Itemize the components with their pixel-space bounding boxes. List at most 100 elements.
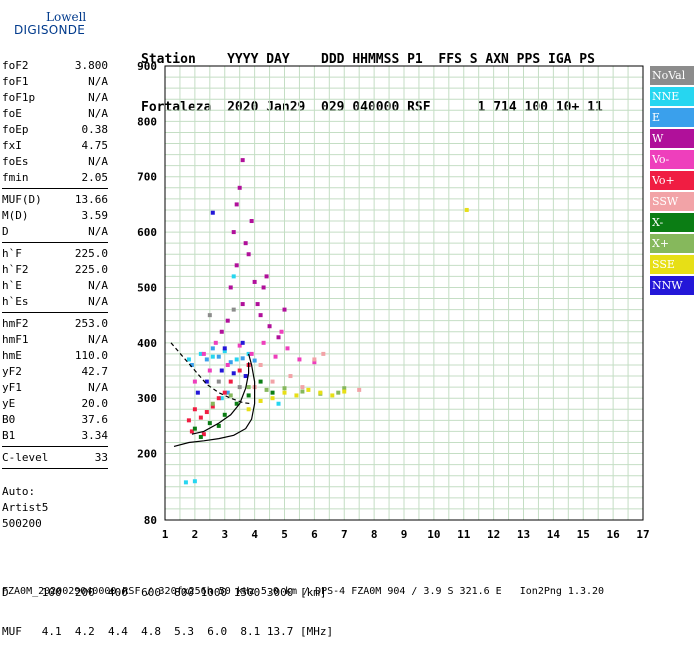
param-value: 20.0 [81, 397, 109, 410]
data-point [270, 390, 275, 395]
legend-item: SSE [650, 255, 694, 274]
data-point [186, 418, 191, 423]
param-label: D [2, 225, 9, 238]
data-point [258, 362, 263, 367]
x-tick-label: 3 [221, 528, 228, 541]
data-point [219, 396, 224, 401]
auto-label: Auto: [2, 485, 36, 498]
param-label: C-level [2, 451, 49, 464]
auto-version: 500200 [2, 517, 42, 530]
plot-border [164, 65, 644, 521]
data-point [255, 302, 260, 307]
data-point [234, 401, 239, 406]
chart-marks [183, 158, 469, 485]
data-point [231, 274, 236, 279]
data-point [225, 362, 230, 367]
data-point [183, 480, 188, 485]
data-point [213, 340, 218, 345]
data-point [210, 401, 215, 406]
param-label: MUF(D) [2, 193, 42, 206]
param-row: MUF(D) 13.66 [2, 192, 108, 208]
x-tick-label: 10 [427, 528, 440, 541]
profile-curve [191, 362, 250, 435]
data-point [261, 340, 266, 345]
data-point [231, 371, 236, 376]
param-value: N/A [88, 381, 108, 394]
param-value: 253.0 [74, 317, 108, 330]
param-value: N/A [88, 333, 108, 346]
param-separator [2, 312, 108, 313]
data-point [192, 479, 197, 484]
data-point [249, 351, 254, 356]
data-point [189, 429, 194, 434]
data-point [246, 393, 251, 398]
data-point [273, 354, 278, 359]
param-row: D N/A [2, 224, 108, 240]
param-value: 33 [94, 451, 108, 464]
x-tick-label: 13 [517, 528, 530, 541]
y-tick-label: 600 [137, 226, 157, 239]
param-row: foEp 0.38 [2, 122, 108, 138]
data-point [198, 415, 203, 420]
x-tick-label: 8 [371, 528, 378, 541]
data-point [243, 241, 248, 246]
x-tick-label: 5 [281, 528, 288, 541]
param-row: h`Es N/A [2, 294, 108, 310]
data-point [225, 390, 230, 395]
data-point [222, 346, 227, 351]
legend-item: NNW [650, 276, 694, 295]
auto-program: Artist5 [2, 501, 49, 514]
x-tick-label: 14 [547, 528, 561, 541]
x-tick-label: 4 [251, 528, 258, 541]
data-point [192, 407, 197, 412]
data-point [228, 285, 233, 290]
param-value: 37.6 [81, 413, 109, 426]
param-label: M(D) [2, 209, 29, 222]
data-point [216, 396, 221, 401]
data-point [240, 158, 245, 163]
data-point [195, 390, 200, 395]
param-label: yF2 [2, 365, 22, 378]
x-tick-label: 12 [487, 528, 500, 541]
y-tick-label: 800 [137, 115, 157, 128]
logo-line1: Lowell [46, 10, 87, 24]
data-point [201, 351, 206, 356]
param-label: B1 [2, 429, 16, 442]
data-point [318, 390, 323, 395]
data-point [246, 385, 251, 390]
data-point [282, 386, 287, 391]
param-label: foF1 [2, 75, 29, 88]
param-row: foF1p N/A [2, 90, 108, 106]
x-tick-label: 1 [162, 528, 169, 541]
legend-item: Vo- [650, 150, 694, 169]
param-row: foF1 N/A [2, 74, 108, 90]
data-point [237, 185, 242, 190]
data-point [276, 401, 281, 406]
data-point [240, 356, 245, 361]
data-point [342, 386, 347, 391]
data-point [207, 368, 212, 373]
param-label: foE [2, 107, 22, 120]
data-point [192, 426, 197, 431]
param-value: N/A [88, 75, 108, 88]
data-point [282, 307, 287, 312]
param-row: C-level 33 [2, 450, 108, 466]
data-point [210, 346, 215, 351]
param-label: fxI [2, 139, 22, 152]
logo-line2: DIGISONDE [14, 23, 86, 37]
data-point [258, 379, 263, 384]
data-point [210, 210, 215, 215]
data-point [246, 407, 251, 412]
param-row: fmin 2.05 [2, 170, 108, 186]
param-label: yF1 [2, 381, 22, 394]
param-value: 110.0 [74, 349, 108, 362]
param-label: foEs [2, 155, 29, 168]
muf-table: D 100 200 400 600 800 1000 1500 3000 [km… [2, 560, 333, 651]
y-tick-label: 400 [137, 337, 157, 350]
param-value: N/A [88, 279, 108, 292]
legend-item: X+ [650, 234, 694, 253]
param-row: yF2 42.7 [2, 364, 108, 380]
param-separator [2, 188, 108, 189]
legend-item: X- [650, 213, 694, 232]
param-row: foEs N/A [2, 154, 108, 170]
